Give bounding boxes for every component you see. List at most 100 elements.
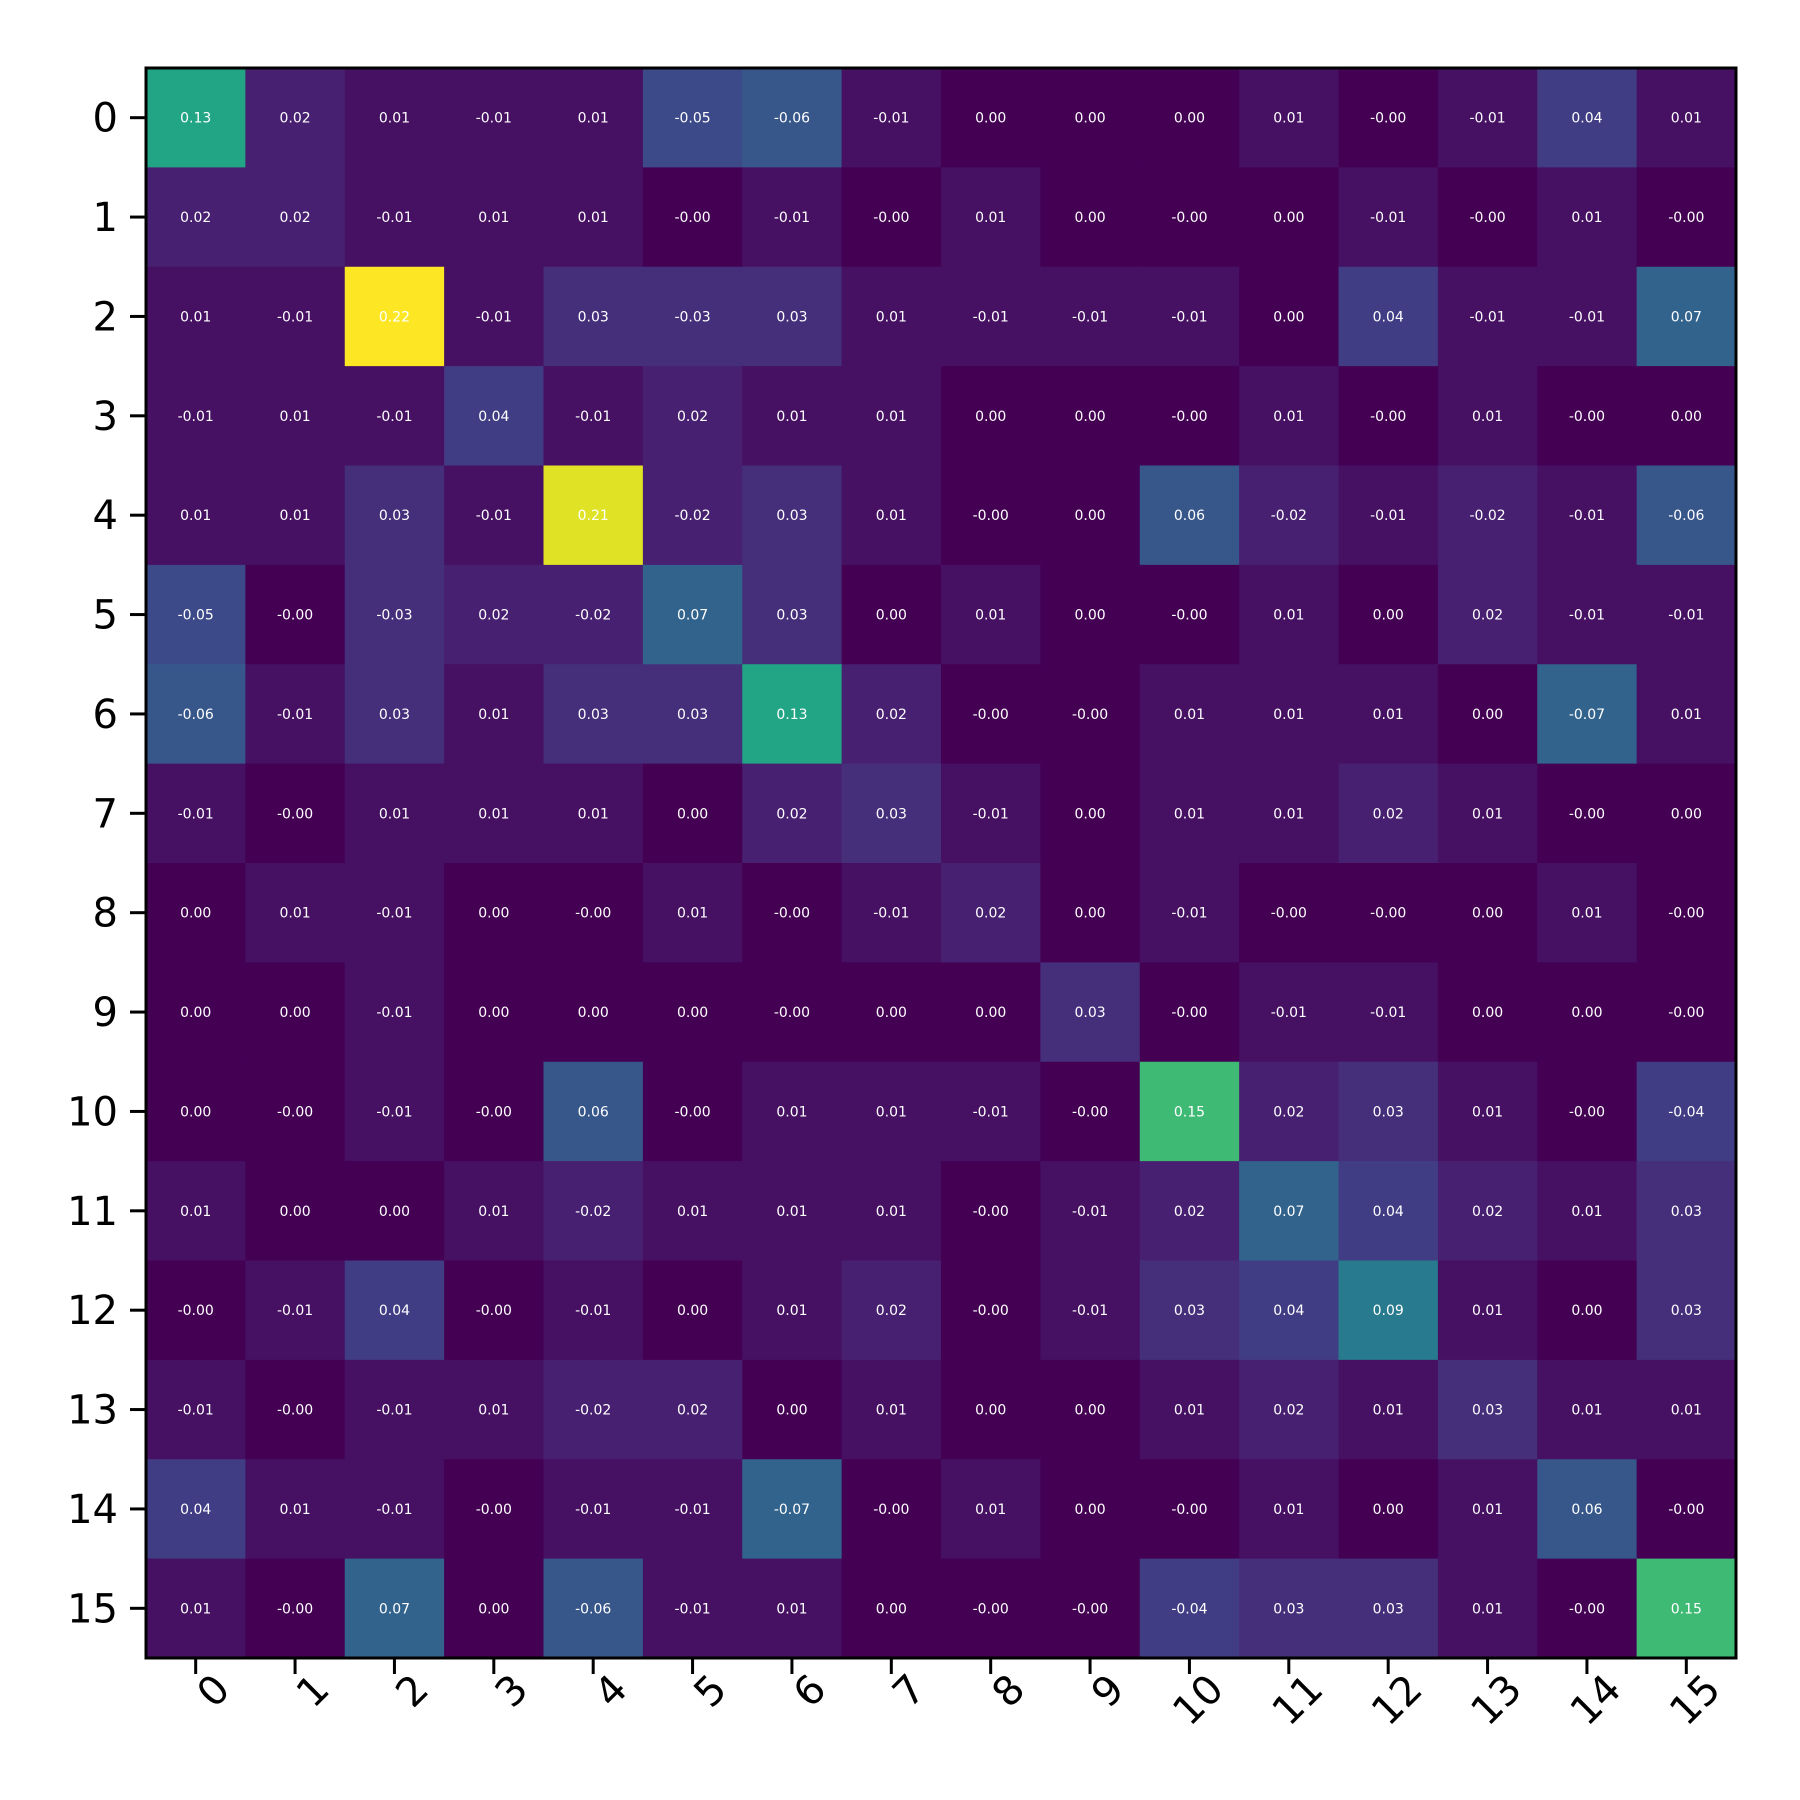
y-tick-label: 3 bbox=[93, 394, 118, 440]
heatmap-cell bbox=[543, 167, 644, 268]
cell-value-label: 0.01 bbox=[876, 508, 907, 524]
cell-value-label: -0.00 bbox=[1370, 409, 1406, 425]
cell-value-label: -0.06 bbox=[1668, 508, 1704, 524]
heatmap-cells: 0.13 0.02 0.01 -0.01 0.01 -0.05 -0.06 -0.01 0.00… bbox=[146, 68, 1737, 1659]
cell-value-label: 0.02 bbox=[478, 608, 509, 624]
heatmap-cell bbox=[1636, 962, 1737, 1063]
cell-value-label: -0.06 bbox=[774, 111, 810, 127]
heatmap-cell bbox=[941, 1459, 1041, 1560]
heatmap-cell bbox=[941, 962, 1041, 1063]
heatmap-cell bbox=[1139, 68, 1240, 168]
heatmap-cell bbox=[841, 1359, 942, 1460]
heatmap-cell bbox=[543, 266, 644, 367]
cell-value-label: -0.00 bbox=[1370, 111, 1406, 127]
heatmap-cell bbox=[1338, 465, 1439, 566]
heatmap-cell bbox=[1537, 564, 1638, 665]
cell-value-label: 0.01 bbox=[1571, 1403, 1602, 1419]
heatmap-cell bbox=[642, 167, 743, 268]
cell-value-label: -0.04 bbox=[1668, 1104, 1704, 1120]
cell-value-label: 0.21 bbox=[578, 508, 609, 524]
cell-value-label: -0.00 bbox=[277, 1403, 313, 1419]
cell-value-label: 0.00 bbox=[1074, 906, 1105, 922]
cell-value-label: 0.01 bbox=[1472, 409, 1503, 425]
cell-value-label: -0.07 bbox=[1569, 707, 1605, 723]
heatmap-cell bbox=[444, 1558, 544, 1659]
y-tick-label: 12 bbox=[67, 1288, 118, 1334]
cell-value-label: 0.15 bbox=[1671, 1601, 1702, 1617]
heatmap-cell bbox=[642, 68, 743, 168]
cell-value-label: 0.03 bbox=[1472, 1403, 1503, 1419]
cell-value-label: 0.00 bbox=[876, 608, 907, 624]
cell-value-label: -0.03 bbox=[674, 309, 710, 325]
cell-value-label: 0.15 bbox=[1174, 1104, 1205, 1120]
cell-value-label: -0.01 bbox=[1469, 111, 1505, 127]
cell-value-label: 0.01 bbox=[578, 111, 609, 127]
heatmap-cell bbox=[543, 1459, 644, 1560]
cell-value-label: -0.01 bbox=[1569, 309, 1605, 325]
cell-value-label: 0.01 bbox=[1273, 1502, 1304, 1518]
cell-value-label: -0.01 bbox=[476, 309, 512, 325]
x-tick-label: 15 bbox=[1661, 1666, 1730, 1735]
heatmap-cell bbox=[1437, 465, 1538, 566]
cell-value-label: 0.03 bbox=[578, 707, 609, 723]
cell-value-label: -0.00 bbox=[973, 508, 1009, 524]
cell-value-label: 0.02 bbox=[1472, 1204, 1503, 1220]
cell-value-label: -0.01 bbox=[277, 309, 313, 325]
heatmap-cell bbox=[941, 68, 1041, 168]
heatmap-cell bbox=[245, 1061, 346, 1162]
heatmap-cell bbox=[1537, 1161, 1638, 1261]
cell-value-label: -0.01 bbox=[376, 409, 412, 425]
x-tick-label: 13 bbox=[1462, 1666, 1531, 1735]
heatmap-cell bbox=[1139, 366, 1240, 466]
y-tick-label: 14 bbox=[67, 1487, 118, 1533]
heatmap-cell bbox=[344, 763, 445, 864]
cell-value-label: -0.02 bbox=[1469, 508, 1505, 524]
cell-value-label: -0.01 bbox=[476, 508, 512, 524]
heatmap-cell bbox=[245, 664, 346, 765]
heatmap-cell bbox=[543, 1359, 644, 1460]
y-tick-label: 0 bbox=[93, 96, 118, 142]
cell-value-label: -0.00 bbox=[1569, 806, 1605, 822]
cell-value-label: 0.02 bbox=[1273, 1104, 1304, 1120]
heatmap-cell bbox=[1437, 664, 1538, 765]
cell-value-label: -0.00 bbox=[973, 1601, 1009, 1617]
cell-value-label: -0.00 bbox=[1171, 1502, 1207, 1518]
heatmap-cell bbox=[841, 664, 942, 765]
heatmap-cell bbox=[1338, 266, 1439, 367]
heatmap-cell bbox=[245, 167, 346, 268]
heatmap-cell bbox=[1437, 962, 1538, 1063]
heatmap-cell bbox=[1139, 863, 1240, 963]
cell-value-label: 0.07 bbox=[379, 1601, 410, 1617]
heatmap-cell bbox=[742, 763, 843, 864]
heatmap-cell bbox=[1139, 1260, 1240, 1361]
heatmap-cell bbox=[146, 664, 246, 765]
heatmap-cell bbox=[1338, 68, 1439, 168]
heatmap-cell bbox=[444, 564, 544, 665]
cell-value-label: -0.05 bbox=[178, 608, 214, 624]
heatmap-cell bbox=[1239, 962, 1339, 1063]
heatmap-cell bbox=[841, 1061, 942, 1162]
cell-value-label: -0.00 bbox=[774, 906, 810, 922]
cell-value-label: 0.01 bbox=[677, 906, 708, 922]
cell-value-label: 0.00 bbox=[379, 1204, 410, 1220]
heatmap-cell bbox=[941, 1359, 1041, 1460]
y-tick-label: 6 bbox=[93, 692, 118, 738]
heatmap-cell bbox=[941, 465, 1041, 566]
cell-value-label: 0.00 bbox=[478, 906, 509, 922]
heatmap-cell bbox=[1636, 1459, 1737, 1560]
heatmap-cell bbox=[344, 564, 445, 665]
heatmap-cell bbox=[146, 763, 246, 864]
heatmap-cell bbox=[1537, 68, 1638, 168]
cell-value-label: 0.06 bbox=[578, 1104, 609, 1120]
cell-value-label: 0.03 bbox=[1671, 1204, 1702, 1220]
heatmap-cell bbox=[543, 763, 644, 864]
cell-value-label: 0.01 bbox=[478, 707, 509, 723]
cell-value-label: -0.03 bbox=[376, 608, 412, 624]
heatmap-cell bbox=[344, 68, 445, 168]
heatmap-cell bbox=[941, 863, 1041, 963]
cell-value-label: 0.22 bbox=[379, 309, 410, 325]
y-tick-label: 15 bbox=[67, 1586, 118, 1632]
heatmap-cell bbox=[742, 1260, 843, 1361]
cell-value-label: 0.01 bbox=[975, 608, 1006, 624]
y-tick-label: 13 bbox=[67, 1388, 118, 1434]
